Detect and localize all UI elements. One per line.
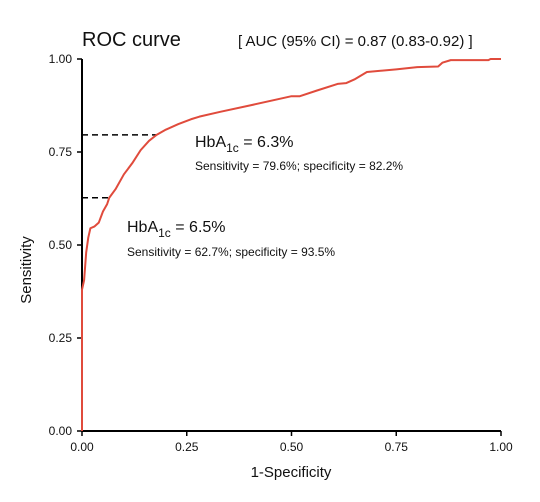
axes: 0.00 0.25 0.50 0.75 1.00 0.00 0.25 0.50 0.75 1.00: [49, 52, 513, 454]
x-tick-label: 0.75: [385, 440, 409, 454]
x-axis-title: 1-Specificity: [251, 464, 332, 481]
series-group: [81, 58, 501, 431]
cutoff-1-label: HbA1c = 6.3%: [195, 134, 294, 155]
x-tick-label: 0.00: [70, 440, 94, 454]
auc-annotation: [ AUC (95% CI) = 0.87 (0.83-0.92) ]: [238, 33, 473, 50]
chart-title: ROC curve: [82, 29, 181, 51]
cutoff-2-label: HbA1c = 6.5%: [127, 219, 226, 240]
y-tick-label: 0.25: [49, 331, 73, 345]
y-tick-label: 0.50: [49, 238, 73, 252]
cutoff-2-detail: Sensitivity = 62.7%; specificity = 93.5%: [127, 245, 335, 259]
y-tick-label: 0.75: [49, 145, 73, 159]
y-tick-label: 0.00: [49, 424, 73, 438]
roc-curve-line: [81, 58, 501, 431]
y-tick-label: 1.00: [49, 52, 73, 66]
x-tick-label: 0.50: [280, 440, 304, 454]
cutoff-guides: [82, 134, 157, 199]
x-tick-label: 1.00: [489, 440, 513, 454]
cutoff-annotation-1: HbA1c = 6.3% Sensitivity = 79.6%; specif…: [195, 134, 403, 173]
cutoff-annotation-2: HbA1c = 6.5% Sensitivity = 62.7%; specif…: [127, 219, 335, 259]
cutoff-1-detail: Sensitivity = 79.6%; specificity = 82.2%: [195, 159, 403, 173]
x-tick-label: 0.25: [175, 440, 199, 454]
y-axis-title: Sensitivity: [18, 236, 35, 304]
